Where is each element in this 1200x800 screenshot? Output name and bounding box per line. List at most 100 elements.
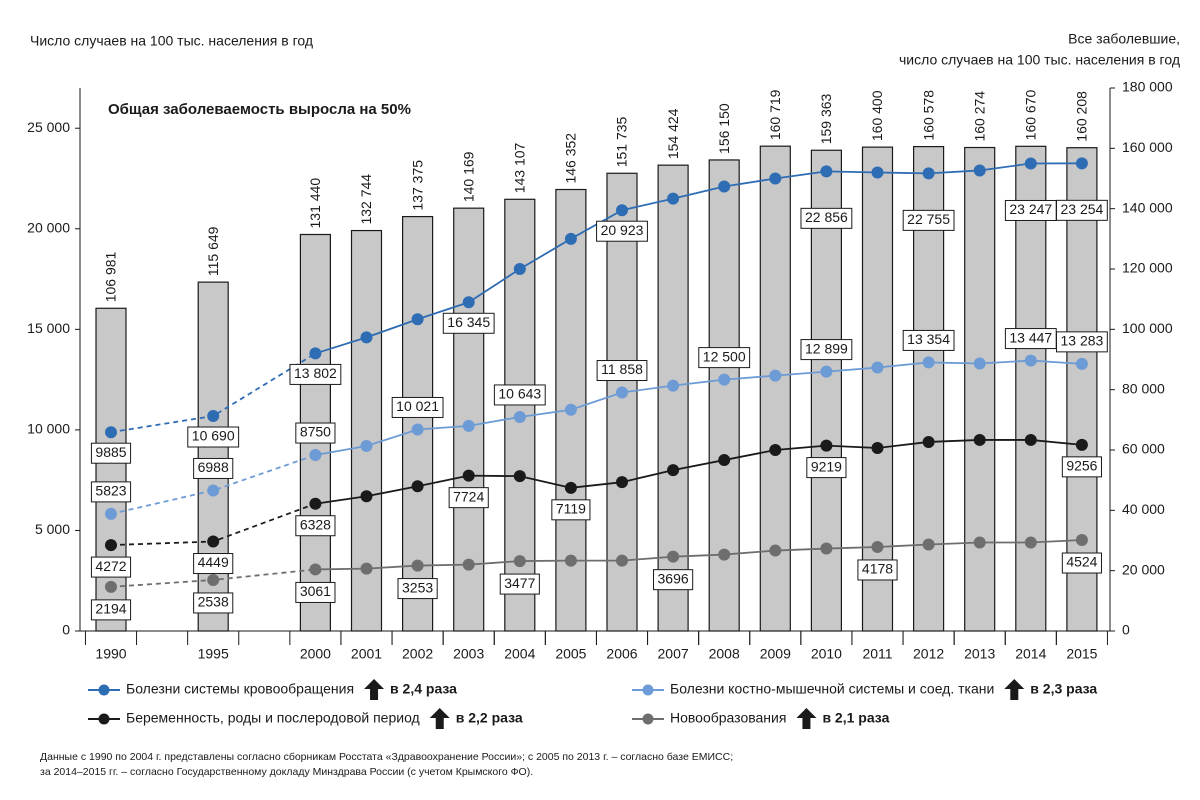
legend-change: в 2,4 раза [390,681,457,697]
footnote: за 2014–2015 гг. – согласно Государствен… [40,766,533,778]
data-label: 3061 [300,583,331,599]
x-tick-label: 2014 [1015,646,1046,662]
data-label-box [193,457,234,479]
data-label: 7119 [556,501,586,517]
data-label-box [90,599,132,621]
point [309,563,322,576]
data-label: 13 354 [907,331,950,347]
data-label: 9219 [811,458,842,474]
bar [861,146,894,632]
point [667,379,680,392]
point [309,449,322,462]
x-tick-label: 2004 [504,646,535,662]
data-label-box [653,569,694,591]
data-label-box [551,499,591,521]
bar [1066,147,1098,632]
bar [1015,145,1047,632]
point [564,554,577,567]
data-label: 2538 [198,594,229,610]
x-tick-label: 2011 [862,646,892,662]
x-tick-label: 2010 [811,646,842,662]
legend-label: Новообразования [670,710,786,726]
data-label: 7724 [453,488,484,504]
point [513,410,526,423]
point [667,464,680,477]
data-label-box [1061,456,1102,478]
data-label-box [1061,552,1102,574]
point [820,365,833,378]
data-label: 8750 [300,424,331,440]
bar-label: 115 649 [205,226,221,276]
point [462,419,475,432]
point [207,573,220,586]
point [616,204,628,217]
legend-label: Болезни системы кровообращения [126,681,354,697]
point [718,548,731,561]
data-label: 4524 [1066,554,1097,570]
arrow-icon [364,679,385,700]
point [309,497,322,510]
bar-label: 160 670 [1023,89,1039,140]
point [105,539,117,552]
legend-change: в 2,1 раза [822,710,889,726]
bar-label: 159 363 [818,93,834,144]
x-tick-label: 2000 [300,646,331,662]
y2-tick-label: 20 000 [1122,561,1165,577]
point [922,356,935,369]
bar-label: 160 400 [869,90,885,141]
annotation: Общая заболеваемость выросла на 50% [108,101,411,118]
y2-axis-label: число случаев на 100 тыс. населения в го… [899,52,1180,68]
point [616,554,628,567]
y2-tick-label: 40 000 [1122,501,1165,517]
data-label-box [800,339,853,361]
data-label: 4272 [95,558,126,574]
x-tick-label: 2008 [709,646,740,662]
bar-label: 160 719 [767,89,783,140]
point [105,426,117,439]
point [207,484,220,497]
point [1075,534,1088,547]
y-tick-label: 5 000 [35,521,70,537]
point [1024,536,1037,549]
data-label: 4449 [198,554,229,570]
data-label-box [187,426,240,448]
data-label: 6328 [300,516,331,532]
data-label-box [596,360,648,382]
arrow-icon [1004,679,1025,700]
data-label-box [902,209,955,231]
bar-label: 143 107 [512,142,528,193]
data-label-box [1055,199,1108,221]
bar-label: 140 169 [460,151,476,202]
y2-tick-label: 100 000 [1122,320,1173,336]
point [718,180,731,193]
y-tick-label: 0 [62,622,70,638]
point [820,165,833,178]
bar-label: 132 744 [358,174,374,225]
point [820,439,833,452]
data-label-box [295,515,336,537]
point [820,542,833,555]
data-label: 3477 [504,575,535,591]
point [871,441,884,454]
data-label-box [295,581,336,603]
point [667,192,680,205]
data-label: 13 802 [294,365,337,381]
x-tick-label: 2002 [402,646,433,662]
point [513,555,526,568]
point [973,433,986,446]
data-label: 3253 [402,579,433,595]
bar-label: 131 440 [307,178,323,229]
y2-tick-label: 160 000 [1122,139,1173,155]
y2-tick-label: 80 000 [1122,380,1165,396]
point [309,347,322,360]
legend-change: в 2,3 раза [1030,681,1097,697]
x-tick-label: 1995 [198,646,229,662]
legend-marker [98,684,110,696]
point [871,540,884,553]
point [973,536,986,549]
point [411,313,424,326]
point [462,469,475,482]
data-label: 22 856 [805,209,848,225]
bar-label: 156 150 [716,103,732,154]
